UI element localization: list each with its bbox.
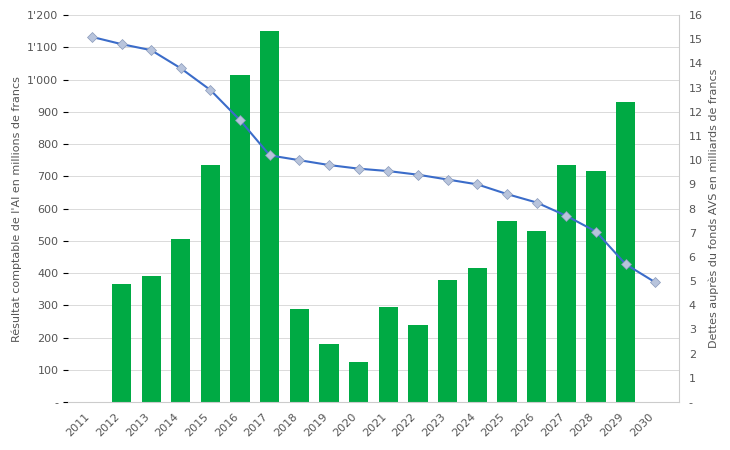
- Bar: [142, 276, 161, 402]
- Bar: [112, 284, 131, 402]
- Bar: [586, 171, 606, 402]
- Bar: [290, 309, 309, 402]
- Bar: [349, 362, 369, 402]
- Bar: [320, 344, 339, 402]
- Bar: [527, 231, 546, 402]
- Bar: [260, 31, 280, 402]
- Bar: [616, 102, 635, 402]
- Bar: [201, 165, 220, 402]
- Y-axis label: Dettes auprès du fonds AVS en milliards de francs: Dettes auprès du fonds AVS en milliards …: [708, 69, 719, 348]
- Bar: [497, 221, 517, 402]
- Bar: [438, 279, 457, 402]
- Bar: [171, 239, 191, 402]
- Bar: [231, 75, 250, 402]
- Bar: [408, 324, 428, 402]
- Bar: [468, 268, 487, 402]
- Y-axis label: Résultat comptable de l'AI en millions de francs: Résultat comptable de l'AI en millions d…: [11, 76, 22, 342]
- Bar: [557, 165, 576, 402]
- Bar: [379, 307, 398, 402]
